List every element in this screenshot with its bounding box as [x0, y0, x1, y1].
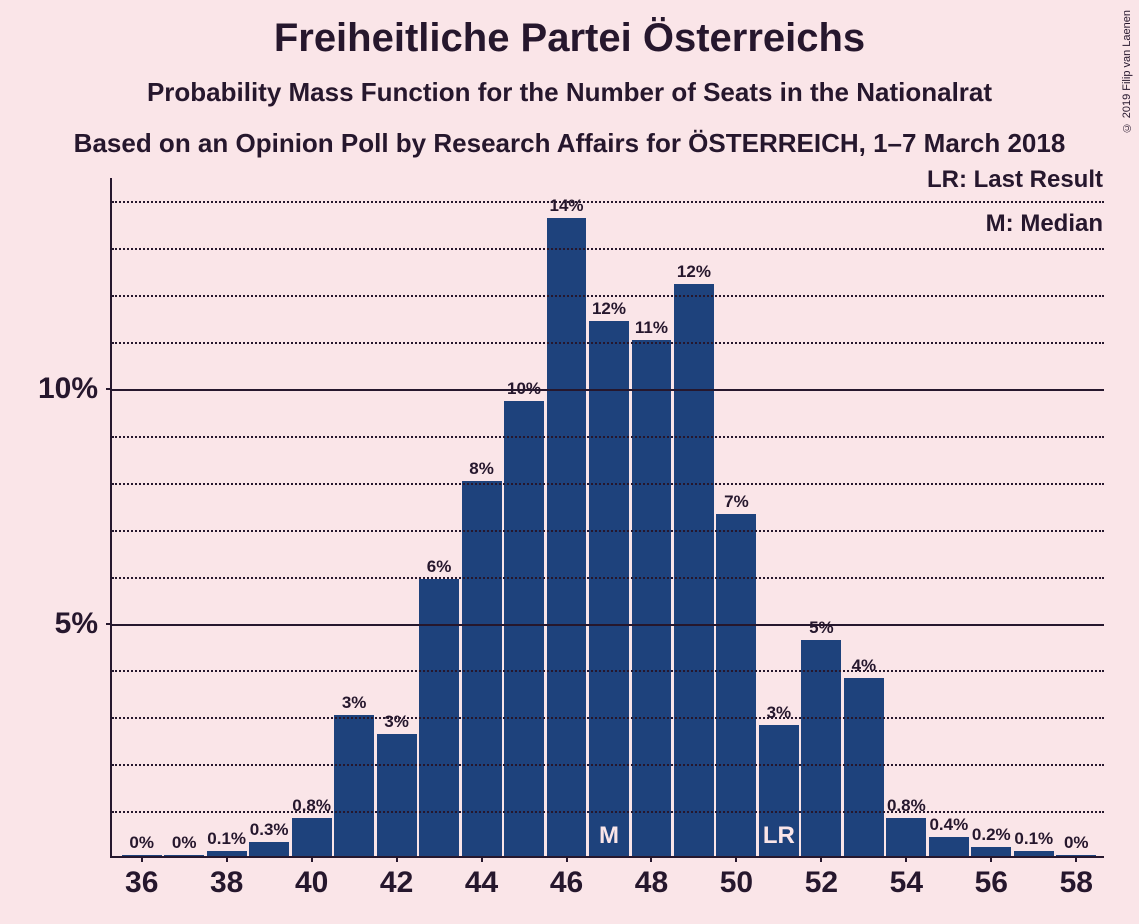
bar-value-label: 12% — [677, 262, 711, 282]
bar: 5% — [801, 640, 841, 856]
bar-value-label: 3% — [342, 693, 367, 713]
gridline-minor — [112, 483, 1104, 485]
gridline-minor — [112, 764, 1104, 766]
last-result-marker: LR — [763, 822, 795, 850]
chart-subtitle-1: Probability Mass Function for the Number… — [0, 77, 1139, 108]
bar-value-label: 14% — [549, 196, 583, 216]
bar: 12%M — [589, 321, 629, 856]
bar-value-label: 0.8% — [887, 796, 926, 816]
gridline-minor — [112, 717, 1104, 719]
xtick-label: 46 — [550, 856, 583, 900]
bar-value-label: 3% — [767, 703, 792, 723]
bar: 0.1% — [1014, 851, 1054, 856]
bar: 3%LR — [759, 725, 799, 856]
titles: Freiheitliche Partei Österreichs Probabi… — [0, 0, 1139, 159]
chart-subtitle-2: Based on an Opinion Poll by Research Aff… — [0, 128, 1139, 159]
gridline-minor — [112, 670, 1104, 672]
xtick-label: 52 — [805, 856, 838, 900]
bar: 8% — [462, 481, 502, 856]
xtick-label: 58 — [1060, 856, 1093, 900]
bar: 3% — [377, 734, 417, 856]
median-marker: M — [599, 822, 619, 850]
bar: 12% — [674, 284, 714, 856]
xtick-label: 36 — [125, 856, 158, 900]
bar-value-label: 6% — [427, 557, 452, 577]
chart-title: Freiheitliche Partei Österreichs — [0, 0, 1139, 61]
gridline-minor — [112, 295, 1104, 297]
bar-value-label: 8% — [469, 459, 494, 479]
gridline-minor — [112, 201, 1104, 203]
bar-value-label: 0.4% — [929, 815, 968, 835]
bar: 11% — [632, 340, 672, 856]
bar: 4% — [844, 678, 884, 856]
gridline-minor — [112, 248, 1104, 250]
xtick-label: 44 — [465, 856, 498, 900]
bar-value-label: 0.3% — [250, 820, 289, 840]
xtick-label: 50 — [720, 856, 753, 900]
bar: 0.3% — [249, 842, 289, 856]
bar-value-label: 4% — [852, 656, 877, 676]
xtick-label: 54 — [890, 856, 923, 900]
bar-value-label: 3% — [384, 712, 409, 732]
bar: 3% — [334, 715, 374, 856]
plot-area: 0%0%0.1%0.3%0.8%3%3%6%8%10%14%12%M11%12%… — [110, 178, 1104, 858]
bar: 0.4% — [929, 837, 969, 856]
bar: 0.8% — [886, 818, 926, 856]
xtick-label: 42 — [380, 856, 413, 900]
ytick-label: 5% — [55, 607, 112, 641]
bar-value-label: 7% — [724, 492, 749, 512]
bars-layer: 0%0%0.1%0.3%0.8%3%3%6%8%10%14%12%M11%12%… — [112, 178, 1104, 856]
bar-value-label: 0% — [129, 833, 154, 853]
bar: 14% — [547, 218, 587, 856]
bar: 7% — [716, 514, 756, 856]
gridline-minor — [112, 436, 1104, 438]
gridline-minor — [112, 530, 1104, 532]
bar: 0% — [164, 855, 204, 856]
bar: 0.8% — [292, 818, 332, 856]
bar-value-label: 0.8% — [292, 796, 331, 816]
chart-canvas: Freiheitliche Partei Österreichs Probabi… — [0, 0, 1139, 924]
bar-value-label: 0% — [172, 833, 197, 853]
bar-value-label: 12% — [592, 299, 626, 319]
bar-value-label: 0.1% — [1014, 829, 1053, 849]
xtick-label: 56 — [975, 856, 1008, 900]
bar: 0.2% — [971, 847, 1011, 856]
bar-value-label: 0.1% — [207, 829, 246, 849]
ytick-mark — [106, 623, 112, 625]
xtick-label: 38 — [210, 856, 243, 900]
ytick-label: 10% — [38, 372, 112, 406]
bar-value-label: 0.2% — [972, 825, 1011, 845]
bar-value-label: 0% — [1064, 833, 1089, 853]
gridline-major — [112, 624, 1104, 626]
gridline-minor — [112, 577, 1104, 579]
xtick-label: 40 — [295, 856, 328, 900]
bar: 10% — [504, 401, 544, 856]
bar-value-label: 5% — [809, 618, 834, 638]
gridline-minor — [112, 811, 1104, 813]
xtick-label: 48 — [635, 856, 668, 900]
gridline-major — [112, 389, 1104, 391]
copyright-text: © 2019 Filip van Laenen — [1121, 10, 1133, 133]
ytick-mark — [106, 388, 112, 390]
bar-value-label: 11% — [635, 318, 668, 338]
gridline-minor — [112, 342, 1104, 344]
